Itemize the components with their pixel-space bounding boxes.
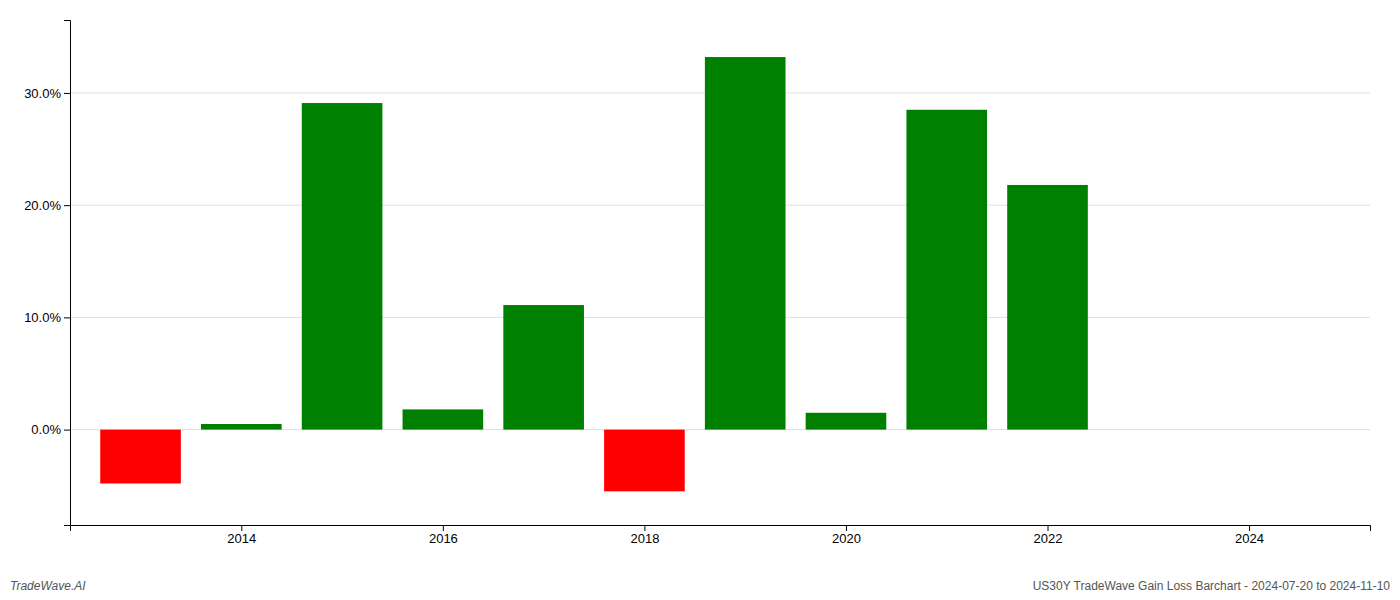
x-tick-label: 2016 — [429, 531, 458, 546]
y-tick-label: 20.0% — [24, 198, 61, 213]
bar — [1007, 185, 1088, 430]
x-tick-label: 2022 — [1034, 531, 1063, 546]
bars — [100, 57, 1088, 491]
x-tick-mark — [846, 525, 847, 531]
x-tick-label: 2014 — [227, 531, 256, 546]
bar — [1108, 429, 1189, 430]
x-tick: 2020 — [832, 525, 861, 546]
y-tick-label: 0.0% — [31, 422, 61, 437]
x-tick: 2024 — [1235, 525, 1264, 546]
bar — [503, 305, 584, 430]
x-tick: 2016 — [429, 525, 458, 546]
y-axis: 0.0% 10.0% 20.0% 30.0% — [24, 21, 70, 526]
y-tick-label: 10.0% — [24, 310, 61, 325]
x-tick-label: 2018 — [630, 531, 659, 546]
bar — [201, 424, 282, 430]
x-tick-mark — [443, 525, 444, 531]
chart-svg: 0.0%10.0%20.0%30.0%201420162018202020222… — [0, 0, 1400, 600]
x-tick-mark — [1249, 525, 1250, 531]
y-tick-mark — [64, 317, 70, 318]
y-tick-mark — [64, 205, 70, 206]
y-tick: 0.0% — [31, 422, 70, 437]
y-tick-mark — [64, 430, 70, 431]
x-tick-mark — [1048, 525, 1049, 531]
bar — [403, 409, 484, 429]
bar — [302, 103, 383, 430]
y-axis-line — [64, 21, 71, 526]
x-tick-label: 2020 — [832, 531, 861, 546]
y-tick-label: 30.0% — [24, 86, 61, 101]
x-tick-mark — [644, 525, 645, 531]
x-tick-mark — [241, 525, 242, 531]
y-tick: 30.0% — [24, 86, 70, 101]
x-tick-label: 2024 — [1235, 531, 1264, 546]
bar — [906, 110, 987, 430]
footer: TradeWave.AI US30Y TradeWave Gain Loss Ba… — [10, 579, 1390, 593]
x-axis-line — [71, 526, 1371, 532]
x-tick: 2014 — [227, 525, 256, 546]
y-tick-mark — [64, 93, 70, 94]
y-tick: 10.0% — [24, 310, 70, 325]
footer-right: US30Y TradeWave Gain Loss Barchart - 202… — [1033, 579, 1391, 593]
x-axis: 2014 2016 2018 2020 2022 2024 — [71, 525, 1371, 546]
x-tick: 2022 — [1034, 525, 1063, 546]
bar — [705, 57, 786, 430]
footer-left: TradeWave.AI — [10, 579, 86, 593]
bar — [604, 430, 685, 492]
bar — [806, 413, 887, 430]
plot-area: 0.0%10.0%20.0%30.0%201420162018202020222… — [24, 21, 1370, 547]
bar — [100, 430, 181, 484]
x-tick: 2018 — [630, 525, 659, 546]
y-tick: 20.0% — [24, 198, 70, 213]
